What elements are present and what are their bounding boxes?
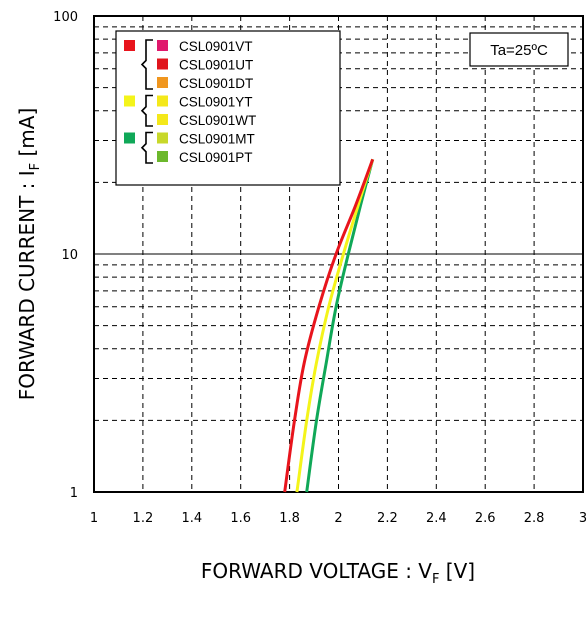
- legend-group-swatch: [124, 95, 135, 107]
- legend-label: CSL0901MT: [179, 132, 255, 147]
- y-tick-label: 1: [70, 486, 78, 501]
- legend-swatch: [157, 151, 168, 162]
- legend-label: CSL0901YT: [179, 95, 253, 110]
- x-tick-label: 1: [90, 511, 98, 526]
- y-axis-title: FORWARD CURRENT : IF [mA]: [15, 108, 43, 401]
- legend-box: [115, 30, 341, 186]
- x-tick-labels: 1 1.2 1.4 1.6 1.8 2 2.2 2.4 2.6 2.8 3: [90, 511, 587, 526]
- plot-frame: [93, 15, 584, 493]
- y-tick-label: 10: [61, 248, 78, 263]
- x-tick-label: 3: [579, 511, 587, 526]
- legend-label: CSL0901UT: [179, 58, 253, 73]
- legend-label: CSL0901VT: [179, 39, 253, 54]
- x-tick-label: 2.8: [524, 511, 545, 526]
- legend-swatch: [157, 95, 168, 107]
- y-tick-label: 100: [53, 10, 78, 25]
- x-tick-label: 1.6: [230, 511, 251, 526]
- legend-label: CSL0901DT: [179, 76, 253, 91]
- series-curves: [283, 158, 375, 493]
- x-tick-label: 2.2: [377, 511, 398, 526]
- legend-swatch: [157, 114, 168, 125]
- legend: CSL0901VT CSL0901UT CSL0901DT CSL0901YT CSL0…: [115, 30, 341, 186]
- legend-label: CSL0901PT: [179, 150, 253, 165]
- legend-bracket: [140, 131, 153, 164]
- x-axis-title: FORWARD VOLTAGE : VF [V]: [201, 559, 475, 587]
- temperature-label: Ta=25ºC: [490, 42, 548, 59]
- series-curve: [283, 158, 375, 493]
- y-tick-labels: 1 10 100: [53, 10, 78, 501]
- x-tick-label: 2.4: [426, 511, 447, 526]
- legend-label: CSL0901WT: [179, 113, 256, 128]
- legend-swatch: [157, 58, 168, 70]
- series-curve: [295, 158, 375, 493]
- x-tick-label: 2: [334, 511, 342, 526]
- legend-swatch: [157, 40, 168, 51]
- x-tick-label: 1.2: [133, 511, 154, 526]
- temperature-annotation: Ta=25ºC: [469, 32, 569, 67]
- x-tick-label: 2.6: [475, 511, 496, 526]
- legend-group-swatch: [124, 132, 135, 144]
- legend-bracket: [140, 39, 153, 90]
- series-curve: [305, 158, 375, 493]
- legend-swatch: [157, 77, 168, 88]
- x-tick-label: 1.8: [279, 511, 300, 526]
- legend-bracket: [140, 94, 153, 127]
- legend-swatch: [157, 132, 168, 144]
- legend-group-swatch: [124, 40, 135, 51]
- x-tick-label: 1.4: [181, 511, 202, 526]
